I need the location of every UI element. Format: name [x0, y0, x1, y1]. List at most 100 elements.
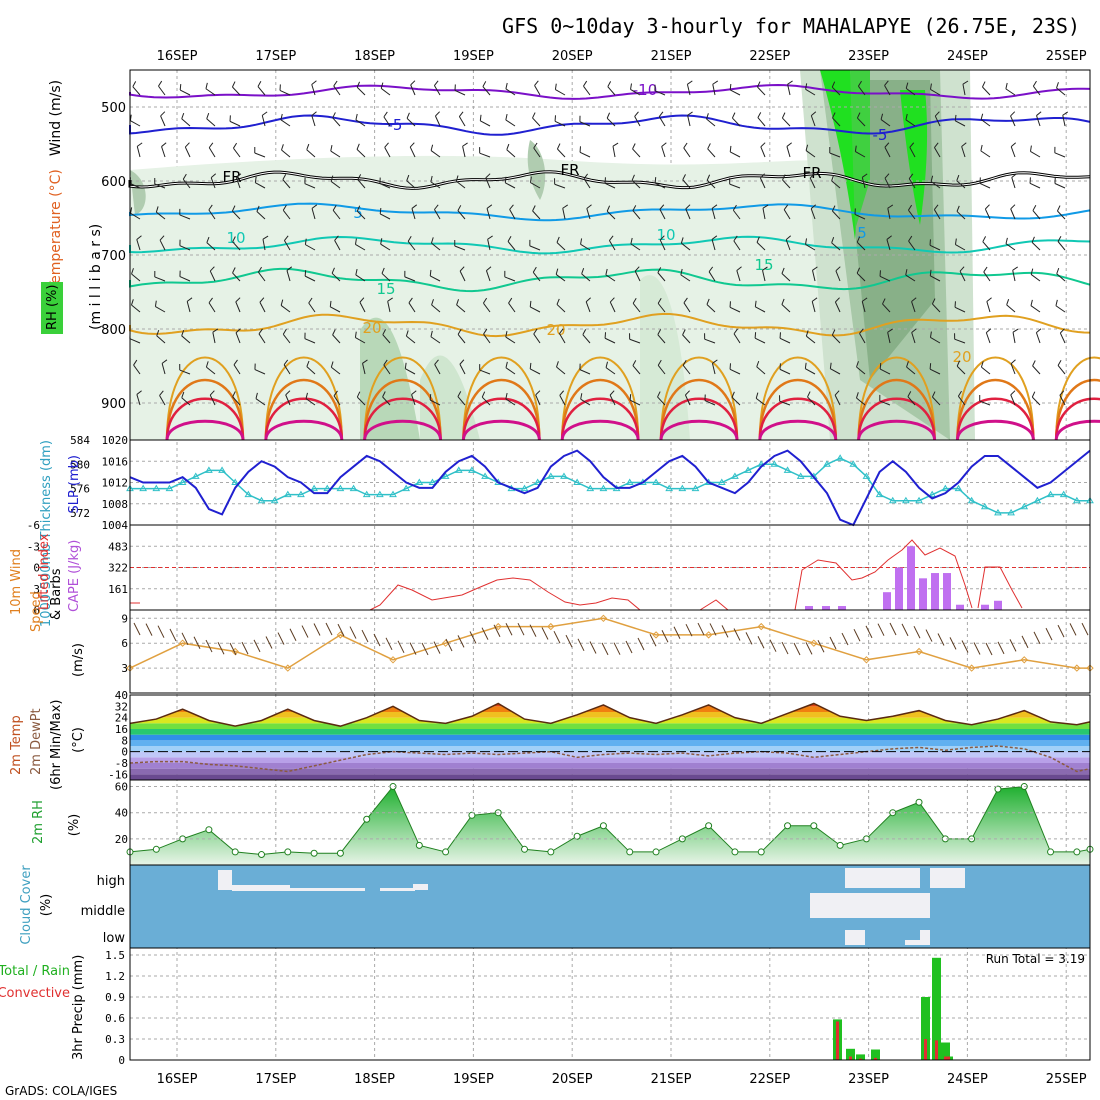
wind-barb	[979, 400, 991, 406]
wind-barb	[1029, 182, 1041, 189]
wind-barb	[682, 329, 686, 336]
wind-barb	[934, 147, 941, 158]
wind-barb	[956, 211, 966, 220]
wind-barb	[529, 362, 532, 370]
wind-barb	[856, 272, 866, 282]
wind-barb	[855, 392, 859, 399]
cloud-unit: (%)	[39, 894, 54, 917]
wind-barb	[311, 115, 316, 127]
cape-bar	[883, 592, 891, 610]
wind-barb	[657, 365, 666, 375]
wind-barb	[129, 114, 132, 121]
rh-point	[1047, 848, 1055, 856]
rh-point	[468, 811, 476, 819]
wind-barb	[581, 268, 585, 274]
wind-barb	[709, 623, 717, 636]
wind-barb	[505, 88, 516, 96]
wind-barb	[583, 178, 591, 189]
wind-barb	[586, 204, 592, 209]
thickness-point	[533, 478, 542, 485]
wind-barb	[430, 175, 433, 182]
thickness-point	[270, 496, 279, 504]
wind-barb	[408, 302, 416, 313]
wind-barb	[1010, 115, 1016, 127]
wind-barb	[982, 236, 987, 242]
cape-tick: 161	[108, 583, 128, 596]
wind-barb	[937, 633, 945, 646]
cape-bar	[805, 606, 813, 610]
wind-barb	[481, 396, 491, 406]
wind-barb	[862, 173, 868, 178]
temp-tick: 0	[121, 746, 128, 759]
wind-barb	[913, 625, 921, 639]
wind-barb	[687, 115, 691, 127]
wind-barb	[961, 146, 966, 158]
wind-barb	[706, 304, 716, 313]
wind-barb	[634, 270, 641, 282]
wind-barb	[657, 272, 666, 282]
wind-barb	[831, 175, 835, 182]
wind-barb	[997, 641, 1005, 655]
wind-barb	[657, 303, 666, 313]
wind-barb	[805, 330, 809, 337]
wind-barb	[533, 333, 541, 344]
wind-barb	[604, 182, 616, 189]
wind-barb	[159, 239, 166, 251]
wind-barb	[181, 329, 185, 336]
wind-barb	[605, 361, 608, 368]
wind-barb	[962, 84, 966, 96]
thickness-point	[665, 484, 674, 492]
wind-barb	[457, 210, 466, 220]
wind-barb	[930, 83, 932, 90]
thickness-point	[823, 460, 831, 467]
wind-barb	[535, 390, 541, 396]
wind-barb	[212, 328, 219, 333]
wind-barb	[356, 205, 361, 212]
wind-barb	[133, 622, 141, 636]
wind-barb	[981, 366, 991, 375]
wind-barb	[483, 328, 488, 335]
wind-barb	[1032, 210, 1041, 220]
slp-tick: 1016	[102, 455, 129, 468]
wind-barb	[306, 360, 310, 367]
wind-barb	[1062, 111, 1069, 116]
wind-barb	[284, 235, 289, 241]
wind-barb	[383, 116, 391, 127]
wind-barb	[805, 243, 816, 251]
wind-barb	[906, 361, 909, 368]
precip-tick: 0	[118, 1054, 125, 1067]
wind-barb	[954, 114, 957, 121]
wind-barb	[859, 333, 866, 344]
wind-barb	[630, 88, 641, 96]
wind-barb	[683, 142, 688, 149]
wind-barb	[911, 297, 917, 302]
wind-speed-point	[810, 639, 818, 647]
wind-barb	[282, 174, 287, 180]
wind-barb	[959, 266, 965, 272]
li-line	[130, 539, 1023, 611]
wind-barb	[1029, 145, 1032, 152]
pressure-tick: 900	[101, 397, 126, 412]
wind-barb	[685, 208, 691, 220]
wind-barb	[625, 640, 633, 654]
wind-barb	[1010, 394, 1016, 406]
temperature-band	[130, 763, 1090, 769]
wind-barb	[755, 392, 759, 399]
wind-barb	[411, 208, 416, 220]
cloud-block	[232, 885, 280, 891]
wind-barb	[909, 142, 915, 148]
wind-barb	[831, 180, 841, 189]
wind-barb	[786, 146, 791, 158]
wind-barb	[1036, 111, 1042, 116]
slp-tick: 1020	[102, 434, 129, 447]
wind-barb	[209, 390, 215, 396]
rh-point	[258, 851, 266, 859]
contour-label: 20	[952, 348, 971, 366]
wind-barb	[1030, 268, 1034, 275]
li-tick: -6	[27, 519, 40, 532]
thickness-point	[928, 490, 937, 498]
wind-barb	[429, 269, 432, 276]
wind-barb	[311, 208, 316, 220]
wind-speed-point	[389, 656, 397, 664]
thickness-point	[336, 484, 345, 492]
